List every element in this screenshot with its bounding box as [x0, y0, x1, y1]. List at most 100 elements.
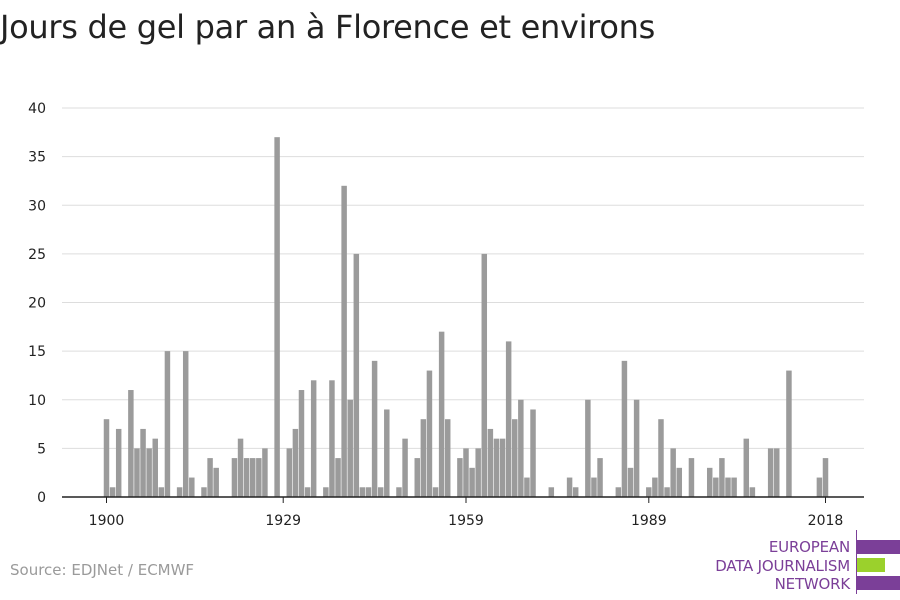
source-note: Source: EDJNet / ECMWF	[10, 561, 195, 579]
logo-purple-bar-top	[857, 540, 900, 554]
bar-1924	[249, 458, 256, 497]
bar-1928	[274, 137, 280, 498]
bar-1905	[134, 448, 140, 497]
bar-1916	[201, 487, 207, 497]
axes: 0 5 10 15 20 25 30 35 40 1900 1929 1959 1989 2018	[28, 101, 864, 529]
y-tick-label: 15	[28, 344, 46, 360]
bar-1913	[182, 351, 189, 497]
bar-1968	[518, 399, 524, 497]
bar-1987	[633, 399, 640, 497]
chart-title: Jours de gel par an à Florence et enviro…	[0, 8, 655, 46]
bar-1986	[627, 467, 634, 497]
y-tick-label: 30	[28, 198, 46, 214]
bar-1940	[347, 399, 353, 497]
bar-1994	[676, 467, 683, 497]
bar-1943	[365, 487, 372, 497]
bar-2001	[719, 458, 725, 497]
bar-1973	[548, 487, 555, 497]
x-tick-label: 1929	[265, 513, 301, 529]
bar-1909	[158, 487, 165, 497]
bar-1921	[231, 458, 238, 497]
bar-1985	[621, 360, 628, 497]
edjnet-logo: EUROPEAN DATA JOURNALISM NETWORK	[700, 530, 900, 594]
y-tick-label: 35	[28, 150, 46, 166]
bar-1955	[438, 331, 445, 497]
bar-1912	[176, 487, 183, 497]
bar-1951	[414, 458, 420, 497]
bar-1931	[292, 428, 299, 497]
bar-1904	[128, 390, 134, 497]
bar-1934	[310, 380, 317, 497]
logo-line-2: DATA JOURNALISM	[715, 557, 850, 575]
logo-green-bar	[857, 558, 885, 572]
bar-2002	[725, 477, 731, 497]
bar-1953	[426, 370, 433, 497]
bar-1963	[487, 428, 494, 497]
bar-1956	[444, 419, 451, 497]
bar-1979	[585, 399, 591, 497]
x-tick-label: 2018	[808, 513, 844, 529]
bar-2009	[767, 448, 774, 497]
bar-1980	[591, 477, 597, 497]
bar-1901	[109, 487, 116, 497]
y-tick-label: 10	[28, 393, 46, 409]
bar-1936	[323, 487, 329, 497]
bar-1967	[512, 419, 518, 497]
logo-divider	[856, 530, 857, 594]
bar-1933	[304, 487, 311, 497]
bar-1939	[341, 185, 347, 498]
bar-1925	[256, 458, 262, 497]
gridlines	[62, 107, 864, 449]
bar-1949	[402, 438, 408, 497]
logo-line-3: NETWORK	[774, 575, 851, 593]
bar-2006	[749, 487, 756, 497]
bars	[103, 137, 829, 498]
bar-1960	[469, 467, 475, 497]
bar-1937	[329, 380, 335, 497]
bar-1948	[396, 487, 402, 497]
bar-1932	[298, 390, 305, 497]
bar-1944	[371, 360, 378, 497]
bar-1922	[237, 438, 244, 497]
bar-1946	[384, 409, 390, 497]
bar-1952	[420, 419, 427, 497]
bar-1989	[646, 487, 652, 497]
x-tick-label: 1959	[448, 513, 484, 529]
bar-1996	[688, 458, 695, 497]
y-tick-label: 0	[37, 490, 46, 506]
bar-1976	[566, 477, 573, 497]
bar-2017	[816, 477, 823, 497]
bar-1917	[207, 458, 213, 497]
bar-1966	[505, 341, 512, 497]
bar-1918	[213, 467, 219, 497]
bar-1977	[572, 487, 579, 497]
bar-1984	[615, 487, 622, 497]
bar-2018	[822, 458, 829, 497]
bar-2003	[731, 477, 737, 497]
bar-1910	[164, 351, 171, 497]
bar-1959	[463, 448, 469, 497]
bar-1992	[664, 487, 670, 497]
bar-2005	[743, 438, 750, 497]
bar-1907	[146, 448, 152, 497]
bar-1962	[481, 253, 488, 497]
bar-1964	[493, 438, 500, 497]
bar-1993	[670, 448, 676, 497]
bar-1906	[140, 428, 146, 497]
bar-1914	[189, 477, 195, 497]
bar-1981	[597, 458, 603, 497]
y-tick-label: 25	[28, 247, 46, 263]
bar-1926	[262, 448, 268, 497]
bar-1958	[457, 458, 463, 497]
bar-1961	[475, 448, 481, 497]
logo-line-1: EUROPEAN	[768, 538, 850, 556]
bar-1945	[377, 487, 384, 497]
bar-2010	[774, 448, 780, 497]
bar-1942	[359, 487, 366, 497]
y-tick-label: 5	[37, 441, 46, 457]
y-tick-label: 40	[28, 101, 46, 117]
x-tick-label: 1900	[89, 513, 125, 529]
bar-1938	[335, 458, 341, 497]
bar-1923	[243, 458, 250, 497]
